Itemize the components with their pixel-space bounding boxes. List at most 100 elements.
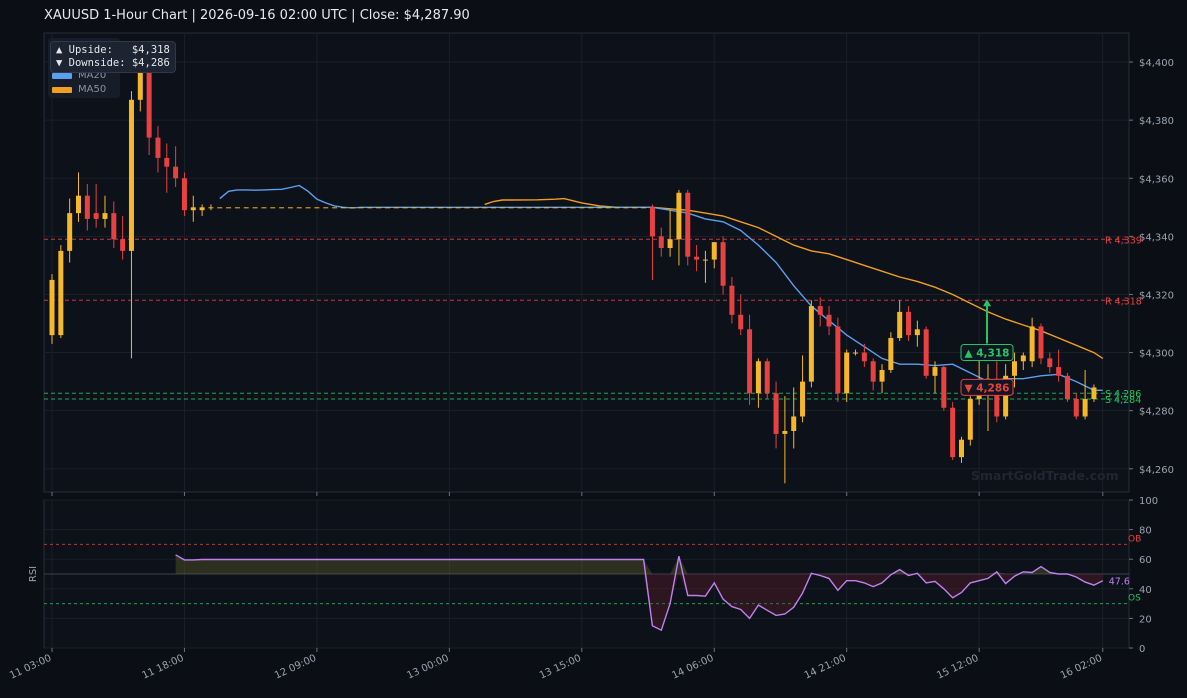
candle-body: [588, 207, 594, 209]
candle-body: [667, 239, 673, 248]
candle-body: [791, 416, 797, 431]
candle-body: [958, 439, 964, 458]
candle-body: [67, 213, 73, 251]
level-label: R 4,339: [1105, 235, 1142, 246]
candle-body: [146, 56, 152, 138]
legend-swatch-ma20: [52, 72, 72, 79]
price-panel: $4,260 $4,280 $4,300 $4,320 $4,340 $4,360 $4,3…: [43, 32, 1174, 496]
downside-marker-box: [960, 378, 1014, 396]
rsi-tick-label: 80: [1139, 526, 1152, 537]
candle-body: [393, 207, 399, 209]
x-tick-label: 15 12:00: [935, 653, 980, 682]
candle-body: [543, 207, 549, 209]
candle-body: [208, 207, 214, 209]
candle-body: [75, 195, 81, 214]
candle-body: [279, 207, 285, 209]
rsi-ylabel: RSI: [28, 566, 39, 582]
candle-body: [561, 207, 567, 209]
candle-body: [137, 50, 143, 100]
candle-body: [314, 207, 320, 209]
candle-body: [482, 207, 488, 209]
price-tick-label: $4,360: [1139, 174, 1174, 185]
price-tick-label: $4,340: [1139, 232, 1174, 243]
candle-body: [685, 192, 691, 257]
candle-body: [950, 407, 956, 458]
candle-body: [941, 367, 947, 408]
candle-body: [84, 195, 90, 219]
price-tick-label: $4,280: [1139, 407, 1174, 418]
candle-body: [1029, 326, 1035, 362]
upside-arrow-head: [983, 299, 991, 307]
candle-body: [155, 137, 161, 158]
candle-body: [614, 207, 620, 209]
candle-body: [464, 207, 470, 209]
candle-body: [817, 306, 823, 315]
candle-body: [747, 329, 753, 394]
chart-title: XAUUSD 1-Hour Chart | 2026-09-16 02:00 U…: [44, 8, 470, 23]
candle-body: [897, 311, 903, 339]
downside-text: ▼ Downside: $4,286: [56, 57, 170, 69]
rsi-tick-label: 60: [1139, 555, 1152, 566]
candle-body: [217, 207, 223, 209]
candle-body: [914, 329, 920, 336]
candle-body: [861, 352, 867, 362]
candle-body: [411, 207, 417, 209]
candle-body: [190, 207, 196, 211]
legend-item-ma20: MA20: [52, 70, 106, 81]
candle-body: [332, 207, 338, 209]
candle-body: [764, 361, 770, 394]
legend-label-ma20: MA20: [78, 70, 107, 81]
candle-body: [181, 178, 187, 211]
x-tick-label: 11 03:00: [8, 653, 53, 682]
candle-body: [641, 207, 647, 209]
candle-body: [385, 207, 391, 209]
candle-body: [579, 207, 585, 209]
candle-body: [49, 279, 55, 336]
rsi-oversold-label: OS: [1128, 594, 1141, 604]
candle-body: [888, 338, 894, 370]
candle-body: [879, 369, 885, 382]
candle-body: [446, 207, 452, 209]
candle-body: [596, 207, 602, 209]
candle-body: [826, 314, 832, 327]
candle-body: [93, 213, 99, 219]
candle-body: [349, 207, 355, 209]
candle-body: [773, 393, 779, 434]
candle-body: [711, 242, 717, 260]
candle-body: [800, 381, 806, 417]
price-tick-label: $4,300: [1139, 349, 1174, 360]
candle-body: [835, 326, 841, 394]
candle-body: [120, 239, 126, 251]
candle-body: [632, 207, 638, 209]
candle-body: [164, 157, 170, 167]
x-tick-label: 12 09:00: [273, 653, 318, 682]
candle-body: [429, 207, 435, 209]
candle-body: [287, 207, 293, 209]
candle-body: [1038, 326, 1044, 359]
candle-body: [738, 314, 744, 330]
candle-body: [358, 207, 364, 209]
candle-body: [1003, 375, 1009, 417]
rsi-overbought-label: OB: [1128, 534, 1141, 544]
candle-body: [234, 207, 240, 209]
candle-body: [923, 329, 929, 376]
x-tick-label: 16 02:00: [1059, 653, 1104, 682]
candle-body: [782, 430, 788, 434]
candle-body: [508, 207, 514, 209]
upside-marker-label: ▲ 4,318: [965, 348, 1010, 360]
candle-body: [570, 207, 576, 209]
level-label: S 4,286: [1105, 389, 1141, 400]
candle-body: [243, 207, 249, 209]
candle-body: [438, 207, 444, 209]
downside-marker-label: ▼ 4,286: [965, 382, 1010, 394]
candle-body: [755, 361, 761, 394]
candle-body: [623, 207, 629, 209]
candle-body: [102, 213, 108, 219]
candle-body: [844, 352, 850, 394]
candle-body: [402, 207, 408, 209]
candle-body: [499, 207, 505, 209]
candle-body: [323, 207, 329, 209]
x-tick-label: 14 21:00: [803, 653, 848, 682]
candle-body: [305, 207, 311, 209]
candle-body: [720, 242, 726, 286]
